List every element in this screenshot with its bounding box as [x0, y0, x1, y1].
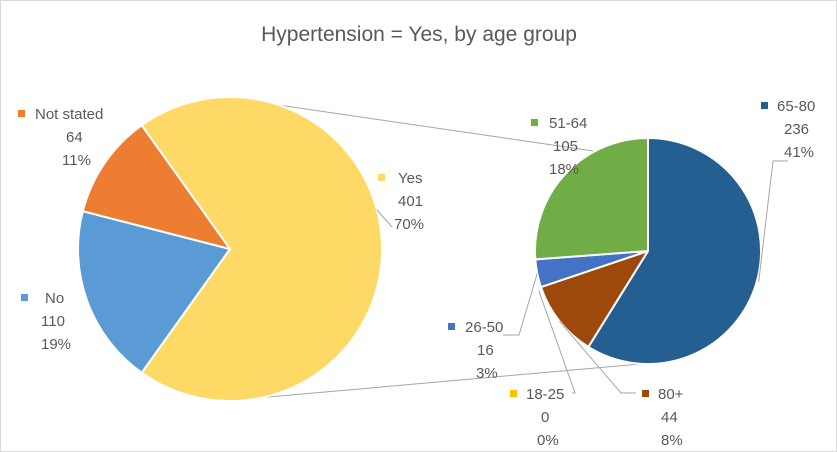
- label-percent: 41%: [784, 144, 814, 161]
- main-pie-slice-no: [77, 210, 231, 374]
- connector-bottom-line: [224, 363, 643, 402]
- label-value: 0: [541, 409, 549, 426]
- label-percent: 8%: [661, 432, 683, 449]
- chart-title: Hypertension = Yes, by age group: [261, 23, 577, 46]
- label-percent: 11%: [62, 152, 91, 169]
- sub-pie-label-80: 80+ 44 8%: [642, 386, 684, 449]
- legend-key-marker: [18, 110, 25, 117]
- main-pie-label-not-stated: Not stated 64 11%: [18, 106, 103, 169]
- label-percent: 0%: [537, 432, 559, 449]
- leader-yes: [376, 209, 393, 228]
- leader-65-80: [758, 160, 788, 283]
- leader-80-plus: [559, 320, 636, 394]
- label-category: No: [45, 290, 64, 307]
- leader-18-25: [538, 290, 576, 394]
- legend-key-marker: [531, 119, 538, 126]
- leader-lines: [376, 160, 788, 394]
- legend-key-marker: [378, 174, 385, 181]
- main-pie-label-no: No 110 19%: [21, 290, 71, 353]
- sub-pie-label-18-25: 18-25 0 0%: [510, 386, 564, 449]
- sub-pie-slice-51-64: [533, 137, 649, 261]
- sub-pie-slice-65-80: [587, 137, 762, 365]
- label-percent: 19%: [41, 336, 71, 353]
- label-value: 110: [41, 313, 65, 330]
- label-value: 16: [477, 342, 494, 359]
- main-pie-slice-not-stated: [81, 124, 231, 250]
- label-category: Yes: [398, 170, 422, 187]
- label-value: 44: [661, 409, 678, 426]
- main-pie-slice-yes: [140, 96, 383, 402]
- data-labels: Yes 401 70% No 110 19% Not stated 64 11% 65-80 236…: [18, 98, 815, 449]
- legend-key-marker: [21, 294, 28, 301]
- label-category: 65-80: [777, 98, 815, 115]
- legend-key-marker: [510, 390, 517, 397]
- legend-key-marker: [761, 102, 768, 109]
- label-value: 236: [784, 121, 809, 138]
- connector-lines: [224, 96, 643, 402]
- legend-key-marker: [448, 323, 455, 330]
- label-category: 80+: [658, 386, 684, 403]
- label-percent: 18%: [549, 161, 579, 178]
- label-percent: 70%: [394, 216, 424, 233]
- label-category: Not stated: [35, 106, 103, 123]
- sub-pie-label-65-80: 65-80 236 41%: [761, 98, 815, 161]
- label-value: 105: [553, 138, 578, 155]
- connector-top-line: [224, 96, 596, 152]
- label-value: 64: [66, 129, 83, 146]
- label-category: 18-25: [526, 386, 564, 403]
- label-category: 26-50: [465, 319, 503, 336]
- sub-pie: [533, 137, 762, 365]
- main-pie-label-yes: Yes 401 70%: [378, 170, 424, 233]
- label-value: 401: [398, 193, 423, 210]
- label-category: 51-64: [549, 115, 587, 132]
- leader-26-50: [503, 273, 538, 336]
- main-pie: [77, 96, 383, 402]
- sub-pie-label-26-50: 26-50 16 3%: [448, 319, 503, 382]
- sub-pie-label-51-64: 51-64 105 18%: [531, 115, 587, 178]
- label-percent: 3%: [476, 365, 498, 382]
- legend-key-marker: [642, 390, 649, 397]
